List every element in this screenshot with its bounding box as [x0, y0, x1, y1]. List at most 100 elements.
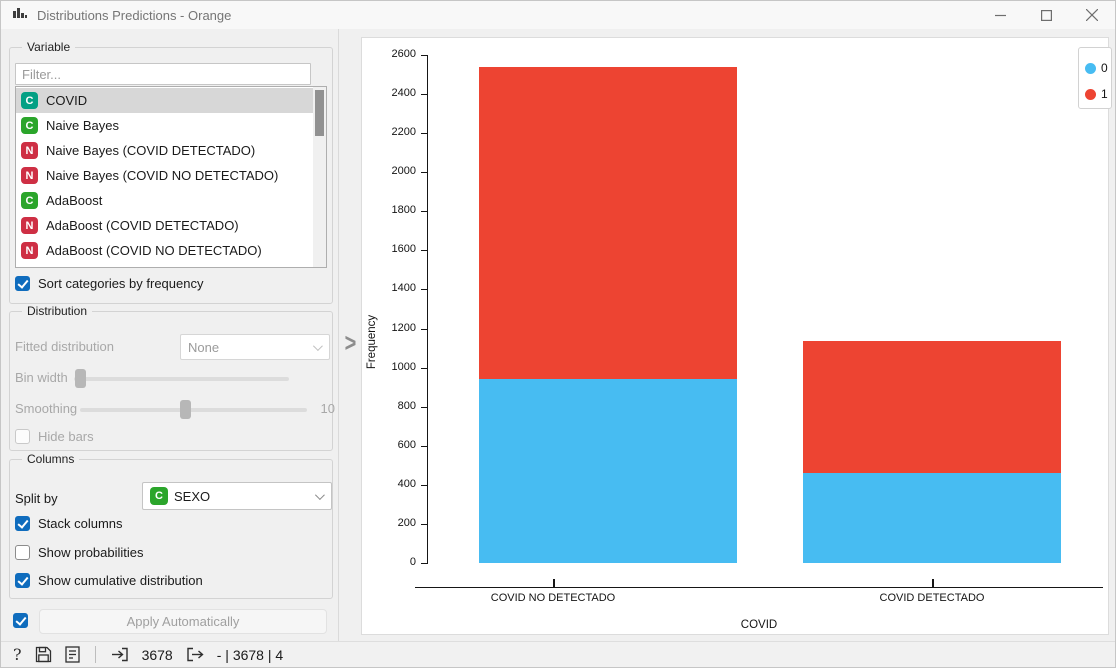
checkbox[interactable] — [15, 573, 30, 588]
hide-bars-checkbox[interactable]: Hide bars — [15, 429, 94, 444]
y-tick-label: 1200 — [391, 321, 416, 334]
slider-handle[interactable] — [180, 400, 191, 419]
list-item-label: Naive Bayes (COVID DETECTADO) — [46, 143, 256, 158]
categorical-icon: C — [21, 192, 38, 209]
show-probabilities-checkbox[interactable]: Show probabilities — [15, 545, 144, 560]
split-by-label: Split by — [15, 491, 58, 506]
help-icon[interactable]: ? — [13, 645, 22, 664]
distributions-app-icon — [12, 5, 28, 26]
variable-group-title: Variable — [22, 40, 76, 54]
distribution-group: Distribution Fitted distribution None Bi… — [9, 304, 335, 451]
variable-list: C COVID C Naive Bayes N Naive Bayes (COVID DE… — [15, 86, 327, 268]
y-tick — [421, 211, 427, 213]
list-item[interactable]: N Naive Bayes (COVID NO DETECTADO) — [16, 163, 313, 188]
y-tick-label: 2600 — [391, 48, 416, 60]
y-tick — [421, 484, 427, 486]
x-tick — [932, 579, 934, 587]
bin-width-slider[interactable] — [74, 369, 289, 388]
statusbar-separator — [94, 646, 96, 663]
y-tick — [421, 172, 427, 174]
smoothing-value: 10 — [320, 401, 335, 416]
x-tick — [553, 579, 555, 587]
apply-auto-checkbox[interactable] — [13, 613, 28, 628]
columns-group-title: Columns — [22, 452, 80, 466]
y-tick — [421, 367, 427, 369]
smoothing-slider[interactable] — [80, 400, 307, 419]
output-summary: - | 3678 | 4 — [216, 646, 284, 663]
input-count: 3678 — [141, 646, 173, 663]
input-icon — [111, 646, 129, 663]
bar-segment — [803, 473, 1061, 563]
y-tick — [421, 94, 427, 96]
list-item-label: Naive Bayes — [46, 118, 119, 133]
y-tick-label: 2000 — [391, 165, 416, 178]
variable-group: Variable C COVID C Naive Bayes N Naive Bayes … — [9, 40, 333, 304]
bar-segment — [803, 341, 1061, 474]
checkbox[interactable] — [15, 545, 30, 560]
bar-segment — [479, 66, 737, 380]
y-tick — [421, 563, 427, 564]
output-icon — [186, 646, 204, 663]
save-icon[interactable] — [35, 646, 52, 663]
expand-chevron-icon: > — [344, 329, 357, 358]
maximize-button[interactable] — [1023, 1, 1069, 29]
list-item-label: AdaBoost — [46, 193, 103, 208]
fitted-distribution-value: None — [188, 339, 220, 355]
list-item-label: AdaBoost (COVID NO DETECTADO) — [46, 243, 262, 258]
bar-segment — [479, 379, 737, 563]
categorical-icon: C — [150, 487, 168, 505]
split-by-value: SEXO — [174, 488, 211, 504]
checkbox[interactable] — [15, 516, 30, 531]
y-tick — [421, 406, 427, 408]
scrollbar[interactable] — [313, 87, 326, 267]
y-tick — [421, 133, 427, 135]
list-item[interactable]: N AdaBoost (COVID DETECTADO) — [16, 213, 313, 238]
y-tick-label: 2200 — [391, 126, 416, 139]
list-item[interactable]: C COVID — [16, 88, 313, 113]
report-icon[interactable] — [64, 646, 80, 663]
checkbox[interactable] — [15, 276, 30, 291]
list-item-label: Naive Bayes (COVID NO DETECTADO) — [46, 168, 279, 183]
legend-item[interactable]: 0 — [1085, 55, 1111, 81]
list-item-label: COVID — [46, 93, 88, 108]
split-by-dropdown[interactable]: C SEXO — [142, 482, 332, 510]
y-axis-label: Frequency — [366, 314, 378, 370]
fitted-distribution-dropdown[interactable]: None — [180, 334, 330, 360]
scrollbar-thumb[interactable] — [315, 90, 324, 136]
show-cumulative-checkbox[interactable]: Show cumulative distribution — [15, 573, 203, 588]
checkbox[interactable] — [15, 429, 30, 444]
list-item-label: AdaBoost (COVID DETECTADO) — [46, 218, 239, 233]
chevron-down-icon — [314, 489, 325, 500]
smoothing-label: Smoothing — [15, 401, 78, 416]
list-item[interactable]: N Naive Bayes (COVID DETECTADO) — [16, 138, 313, 163]
legend-dot-icon — [1085, 88, 1096, 100]
y-tick — [421, 55, 427, 56]
statusbar: ? 3678 — [1, 641, 1115, 667]
list-item[interactable]: C Naive Bayes — [16, 113, 313, 138]
numeric-icon: N — [21, 167, 38, 184]
x-axis-label: COVID — [740, 619, 778, 631]
close-button[interactable] — [1069, 1, 1115, 29]
slider-handle[interactable] — [75, 369, 86, 388]
sort-categories-checkbox[interactable]: Sort categories by frequency — [15, 276, 203, 291]
minimize-button[interactable] — [977, 1, 1023, 29]
y-tick — [421, 250, 427, 252]
checkbox[interactable] — [13, 613, 28, 628]
legend-item[interactable]: 1 — [1085, 81, 1111, 107]
legend-dot-icon — [1085, 62, 1096, 74]
numeric-icon: N — [21, 242, 38, 259]
legend-label: 0 — [1101, 61, 1108, 75]
list-item[interactable]: N AdaBoost (COVID NO DETECTADO) — [16, 238, 313, 263]
list-item[interactable]: C AdaBoost — [16, 188, 313, 213]
y-tick-label: 1600 — [391, 243, 416, 256]
y-axis-line — [427, 55, 428, 564]
panel-splitter[interactable]: > — [340, 321, 361, 367]
stack-columns-checkbox[interactable]: Stack columns — [15, 516, 123, 531]
filter-input[interactable] — [15, 63, 311, 85]
titlebar: Distributions Predictions - Orange — [1, 1, 1115, 29]
chevron-down-icon — [312, 340, 323, 351]
apply-button[interactable]: Apply Automatically — [39, 609, 327, 634]
checkbox-label: Show probabilities — [38, 545, 144, 560]
numeric-icon: N — [21, 217, 38, 234]
category-label: COVID DETECTADO — [879, 592, 985, 604]
